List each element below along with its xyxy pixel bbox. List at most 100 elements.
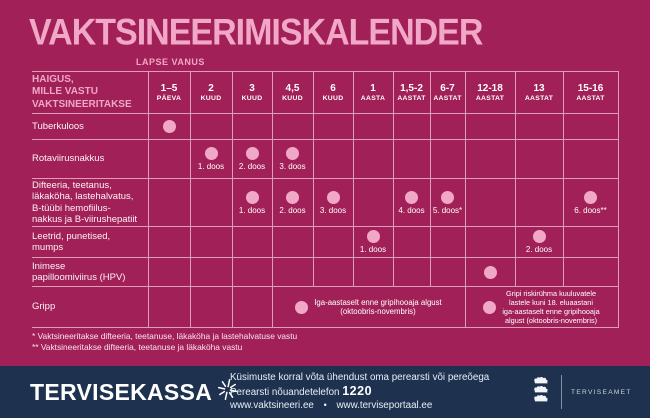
dose-cell: 2. doos [271,178,314,227]
empty-cell [189,286,233,328]
dose-marker: 5. doos* [431,190,465,215]
empty-cell [352,178,394,227]
empty-cell [562,139,619,179]
footnote-1: * Vaktsineeritakse difteeria, teetanuse,… [32,331,298,341]
merged-note: Iga-aastaselt enne gripihooaja algust (o… [273,296,465,319]
empty-cell [189,178,233,227]
empty-cell [231,257,273,287]
dose-cell: 1. doos [352,226,394,258]
dose-cell: 2. doos [514,226,564,258]
merged-note-text: Gripi riskirühma kuuluvatele lastele kun… [502,289,600,325]
empty-cell [562,226,619,258]
dose-label: 3. doos [319,205,347,215]
dose-dot [204,147,218,160]
age-unit: AASTA [360,95,386,102]
age-value: 3 [249,83,255,94]
disease-name: Rotaviirusnakkus [32,139,149,179]
age-unit: AASTAT [397,95,426,102]
age-value: 6 [330,83,336,94]
table-row: Rotaviirusnakkus 1. doos 2. doos 3. doos [32,139,619,179]
age-value: 12-18 [477,83,503,94]
table-row: Difteeria, teetanus, läkaköha, lastehalv… [32,178,619,227]
empty-cell [271,113,314,140]
age-axis-label: LAPSE VANUS [136,57,205,67]
empty-cell [352,113,394,140]
dose-marker: 3. doos [314,190,353,215]
age-unit: KUUD [200,95,222,102]
age-value: 6-7 [440,83,455,94]
link-terviseportaal[interactable]: www.terviseportaal.ee [336,400,433,411]
contact-line: Küsimuste korral võta ühendust oma perea… [230,372,490,383]
empty-cell [352,257,394,287]
empty-cell [514,257,564,287]
age-value: 13 [533,83,545,94]
dose-label: 3. doos [279,162,306,171]
empty-cell [562,113,619,140]
link-vaktsineeri[interactable]: www.vaktsineeri.ee [230,400,314,411]
dose-dot [295,300,309,314]
age-value: 15-16 [577,83,604,94]
age-column-header: 1–5 PÄEVA [147,71,191,114]
dose-dot [245,190,259,204]
table-corner-header: HAIGUS, MILLE VASTU VAKTSINEERITAKSE [32,71,149,114]
age-unit: AASTAT [433,95,462,102]
phone-label: Perearsti nõuandetelefon [230,386,340,398]
phone-number: 1220 [342,383,373,398]
dose-marker: 3. doos [273,147,313,171]
merged-note-cell: Gripi riskirühma kuuluvatele lastele kun… [464,286,619,328]
age-value: 1,5-2 [400,83,423,94]
empty-cell [429,257,466,287]
disease-name: Leetrid, punetised, mumps [32,226,149,258]
age-value: 1 [370,83,376,94]
empty-cell [231,286,273,328]
dose-cell: 1. doos [231,178,273,227]
dose-dot [584,190,597,204]
empty-cell [352,139,394,179]
age-unit: PÄEVA [156,95,182,102]
empty-cell [271,226,314,258]
dose-marker: 1. doos [233,190,272,215]
dose-dot [366,230,380,243]
empty-cell [147,286,191,328]
age-unit: KUUD [282,95,303,102]
dose-marker: 4. doos [394,190,430,215]
empty-cell [312,113,354,140]
age-column-header: 6 KUUD [312,71,354,114]
empty-cell [147,257,191,287]
dose-label: 4. doos [398,205,425,215]
dose-label: 2. doos [238,162,266,171]
empty-cell [312,257,354,287]
age-column-header: 1 AASTA [352,71,394,114]
dose-dot [441,190,454,204]
age-column-header: 3 KUUD [231,71,273,114]
empty-cell [231,226,273,258]
dose-cell: 1. doos [189,139,233,179]
table-row: Leetrid, punetised, mumps 1. doos 2. doos [32,226,619,258]
dose-label: 1. doos [238,205,266,215]
empty-cell [429,226,466,258]
age-value: 1–5 [160,83,178,94]
dose-label: 5. doos* [432,205,463,215]
age-unit: KUUD [241,95,263,102]
empty-cell [514,139,564,179]
disease-name: Gripp [32,286,149,328]
dose-label: 6. doos** [574,205,607,215]
empty-cell [147,139,191,179]
age-column-header: 4,5 KUUD [271,71,314,114]
table-header-row: HAIGUS, MILLE VASTU VAKTSINEERITAKSE 1–5 P… [32,71,619,114]
dose-cell: 3. doos [312,178,354,227]
age-column-header: 1,5-2 AASTAT [392,71,431,114]
dose-cell: 4. doos [392,178,431,227]
dose-dot [532,230,546,243]
dose-cell [147,113,191,140]
empty-cell [271,257,314,287]
dose-cell: 2. doos [231,139,273,179]
age-unit: AASTAT [524,95,554,102]
empty-cell [514,113,564,140]
dose-dot [286,190,299,204]
footnote-2: ** Vaktsineeritakse difteeria, teetanuse… [32,341,243,352]
dose-marker [466,265,515,279]
dose-cell: 3. doos [271,139,314,179]
dose-dot [245,147,259,160]
